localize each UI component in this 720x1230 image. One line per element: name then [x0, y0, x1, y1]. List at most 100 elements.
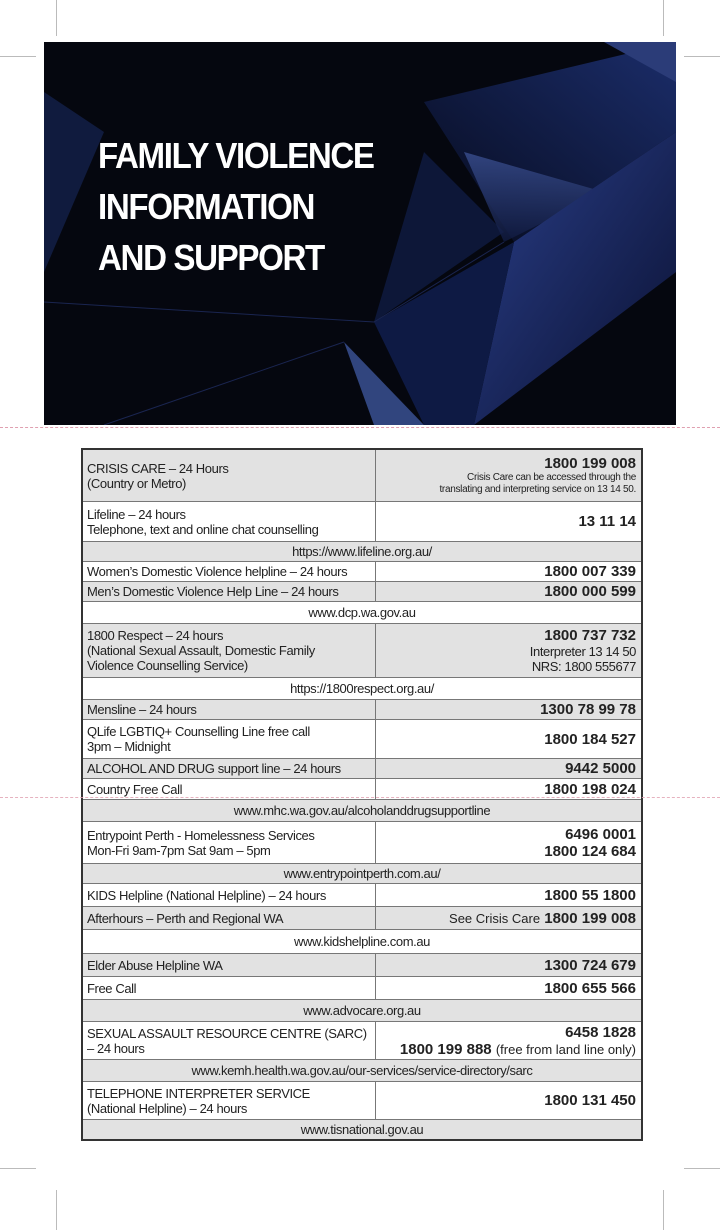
crop-mark — [0, 1168, 36, 1169]
website-link[interactable]: www.tisnational.gov.au — [300, 1122, 424, 1137]
phone-note: (free from land line only) — [495, 1041, 636, 1057]
service-label-line: Lifeline – 24 hours — [87, 506, 186, 522]
phone-note: Crisis Care can be accessed through the — [467, 472, 636, 483]
phone-extra: Interpreter 13 14 50 — [529, 644, 637, 659]
service-name: TELEPHONE INTERPRETER SERVICE (National H… — [83, 1082, 376, 1119]
website-link[interactable]: www.dcp.wa.gov.au — [308, 605, 416, 620]
phone-number: 1800 000 599 — [544, 583, 636, 600]
phone-number-text[interactable]: 1800 199 888 — [399, 1040, 492, 1058]
phone-number-text[interactable]: 1800 199 008 — [544, 909, 636, 927]
phone-number-text[interactable]: 1800 124 684 — [544, 842, 636, 860]
service-name: Country Free Call — [83, 779, 376, 799]
service-label-line: Telephone, text and online chat counsell… — [87, 521, 319, 537]
service-name: KIDS Helpline (National Helpline) – 24 h… — [83, 884, 376, 906]
phone-number-text[interactable]: 1800 737 732 — [544, 627, 636, 644]
phone-number-text[interactable]: 1300 724 679 — [544, 956, 636, 974]
phone-cell: 1800 198 024 — [376, 779, 641, 799]
crop-mark — [56, 1190, 57, 1230]
service-name: Women’s Domestic Violence helpline – 24 … — [83, 562, 376, 581]
table-row: 1800 Respect – 24 hours (National Sexual … — [83, 623, 641, 677]
service-name: Elder Abuse Helpline WA — [83, 954, 376, 976]
table-row: SEXUAL ASSAULT RESOURCE CENTRE (SARC) – 2… — [83, 1021, 641, 1059]
phone-number-text[interactable]: 6458 1828 — [565, 1023, 636, 1041]
phone-number-text[interactable]: 6496 0001 — [565, 825, 636, 843]
website-link[interactable]: www.kemh.health.wa.gov.au/our-services/s… — [191, 1063, 533, 1078]
crop-mark — [56, 0, 57, 36]
service-label-line: SEXUAL ASSAULT RESOURCE CENTRE (SARC) — [87, 1025, 367, 1041]
table-row: Men’s Domestic Violence Help Line – 24 h… — [83, 581, 641, 601]
website-link[interactable]: www.entrypointperth.com.au/ — [283, 866, 441, 881]
table-row: QLife LGBTIQ+ Counselling Line free call… — [83, 719, 641, 758]
phone-number-text[interactable]: 1800 655 566 — [544, 979, 636, 997]
phone-number: 1800 007 339 — [544, 563, 636, 580]
crop-mark — [684, 56, 720, 57]
website-row: www.entrypointperth.com.au/ — [83, 863, 641, 883]
service-name: SEXUAL ASSAULT RESOURCE CENTRE (SARC) – 2… — [83, 1022, 376, 1059]
fold-line — [0, 797, 720, 798]
website-link[interactable]: www.advocare.org.au — [303, 1003, 421, 1018]
crop-mark — [663, 0, 664, 36]
service-label-line: (National Helpline) – 24 hours — [87, 1100, 247, 1116]
service-label-line: Free Call — [87, 980, 137, 996]
service-label-line: Men’s Domestic Violence Help Line – 24 h… — [87, 584, 339, 599]
phone-number-text[interactable]: 1800 55 1800 — [544, 886, 636, 904]
phone-number-text[interactable]: 1800 199 008 — [544, 455, 636, 472]
phone-number: 1800 198 024 — [544, 781, 636, 798]
service-label-line: 1800 Respect – 24 hours — [87, 628, 224, 643]
website-row: www.dcp.wa.gov.au — [83, 601, 641, 623]
service-label-line: QLife LGBTIQ+ Counselling Line free call — [87, 724, 310, 739]
phone-number: 1800 199 888 (free from land line only) — [400, 1041, 636, 1058]
website-row: www.advocare.org.au — [83, 999, 641, 1021]
table-row: Free Call 1800 655 566 — [83, 976, 641, 999]
table-row: CRISIS CARE – 24 Hours (Country or Metro)… — [83, 450, 641, 501]
service-label-line: Country Free Call — [87, 781, 183, 797]
crop-mark — [663, 1190, 664, 1230]
website-link[interactable]: https://www.lifeline.org.au/ — [292, 544, 432, 559]
phone-number: See Crisis Care 1800 199 008 — [449, 910, 636, 927]
phone-cell: 1800 184 527 — [376, 720, 641, 758]
phone-extra: NRS: 1800 555677 — [531, 659, 637, 674]
service-label-line: CRISIS CARE – 24 Hours — [87, 460, 229, 476]
table-row: Women’s Domestic Violence helpline – 24 … — [83, 561, 641, 581]
website-link[interactable]: https://1800respect.org.au/ — [290, 681, 434, 696]
service-label-line: TELEPHONE INTERPRETER SERVICE — [87, 1085, 310, 1101]
service-name: CRISIS CARE – 24 Hours (Country or Metro) — [83, 450, 376, 501]
phone-number-text[interactable]: 1300 78 99 78 — [540, 701, 636, 718]
phone-number-text[interactable]: 1800 184 527 — [544, 730, 636, 748]
phone-cell: 1800 000 599 — [376, 582, 641, 601]
page-title: FAMILY VIOLENCE INFORMATION AND SUPPORT — [98, 130, 375, 283]
table-row: KIDS Helpline (National Helpline) – 24 h… — [83, 883, 641, 906]
table-row: TELEPHONE INTERPRETER SERVICE (National H… — [83, 1081, 641, 1119]
phone-cell: 1800 007 339 — [376, 562, 641, 581]
phone-cell: 1800 55 1800 — [376, 884, 641, 906]
phone-number-text[interactable]: 1800 131 450 — [544, 1092, 636, 1109]
website-row: www.kemh.health.wa.gov.au/our-services/s… — [83, 1059, 641, 1081]
title-line: INFORMATION — [98, 186, 315, 227]
service-label-line: KIDS Helpline (National Helpline) – 24 h… — [87, 887, 326, 903]
phone-number-text[interactable]: 1800 007 339 — [544, 563, 636, 580]
phone-number-text[interactable]: 9442 5000 — [565, 760, 636, 777]
phone-cell: 1800 655 566 — [376, 977, 641, 999]
table-row: ALCOHOL AND DRUG support line – 24 hours… — [83, 758, 641, 778]
phone-number-text[interactable]: 1800 198 024 — [544, 780, 636, 798]
website-link[interactable]: www.kidshelpline.com.au — [293, 934, 431, 949]
website-row: https://www.lifeline.org.au/ — [83, 541, 641, 561]
phone-cell: 1800 131 450 — [376, 1082, 641, 1119]
phone-number: 1800 199 008 — [544, 455, 636, 472]
phone-number: 1800 124 684 — [544, 843, 636, 860]
table-row: Elder Abuse Helpline WA 1300 724 679 — [83, 953, 641, 976]
phone-number: 9442 5000 — [565, 760, 636, 777]
service-label-line: (Country or Metro) — [87, 475, 186, 491]
website-row: www.tisnational.gov.au — [83, 1119, 641, 1139]
table-row: Country Free Call 1800 198 024 — [83, 778, 641, 799]
table-row: Mensline – 24 hours 1300 78 99 78 — [83, 699, 641, 719]
phone-number-text[interactable]: 1800 000 599 — [544, 583, 636, 600]
phone-number-text[interactable]: 13 11 14 — [578, 513, 636, 530]
service-label-line: Women’s Domestic Violence helpline – 24 … — [87, 564, 348, 579]
service-label-line: Elder Abuse Helpline WA — [87, 957, 223, 973]
title-line: AND SUPPORT — [98, 237, 325, 278]
service-name: Afterhours – Perth and Regional WA — [83, 907, 376, 929]
website-link[interactable]: www.mhc.wa.gov.au/alcoholanddrugsupportl… — [233, 803, 491, 818]
phone-prefix: See Crisis Care — [449, 910, 541, 926]
service-label-line: Afterhours – Perth and Regional WA — [87, 910, 284, 926]
